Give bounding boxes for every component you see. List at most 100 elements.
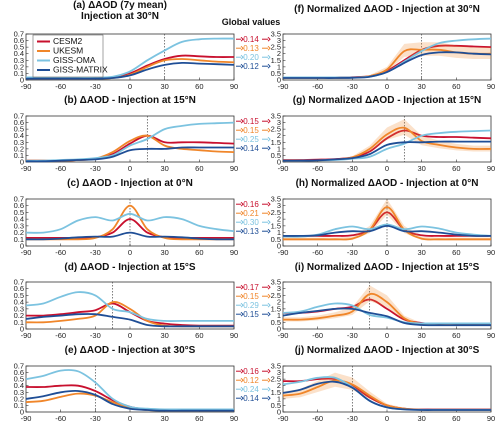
x-tick-label: -30 (347, 82, 358, 91)
global-value-cesm2: 0.16 (243, 367, 259, 376)
x-tick-label: 30 (417, 331, 425, 340)
legend-label: CESM2 (53, 36, 83, 46)
arrow-in-head (240, 118, 244, 124)
y-tick-label: 1.5 (271, 304, 281, 313)
x-tick-label: 90 (487, 82, 495, 91)
global-value-ukesm: 0.15 (243, 292, 259, 301)
y-tick-label: 0 (277, 408, 281, 417)
x-tick-label: 30 (160, 331, 168, 340)
y-tick-label: 0.1 (14, 151, 24, 160)
y-tick-label: 0.5 (14, 125, 24, 134)
panel-title: (a) ΔAOD (7y mean) (73, 0, 167, 11)
x-tick-label: 90 (230, 414, 238, 423)
x-tick-label: -30 (347, 414, 358, 423)
y-tick-label: 0.3 (14, 221, 24, 230)
y-tick-label: 2.5 (271, 43, 281, 52)
panel-a: (a) ΔAOD (7y mean)Injection at 30°N00.10… (14, 0, 271, 91)
y-tick-label: 3 (277, 284, 281, 293)
series-line-cesm2 (25, 302, 234, 327)
x-tick-label: -90 (21, 82, 32, 91)
arrow-in-head (240, 219, 244, 225)
global-values-heading: Global values (222, 17, 281, 27)
series-line-giss-matrix (282, 380, 491, 411)
y-tick-label: 0 (277, 76, 281, 85)
x-tick-label: 0 (128, 248, 132, 257)
y-tick-label: 2 (277, 49, 281, 58)
series-line-giss-matrix (25, 389, 234, 412)
arrow-in-head (240, 36, 244, 42)
y-tick-label: 0.7 (14, 112, 24, 121)
x-tick-label: 60 (195, 82, 203, 91)
y-tick-label: 2.5 (271, 291, 281, 300)
x-tick-label: 0 (385, 82, 389, 91)
arrow-in-head (240, 293, 244, 299)
series-line-giss-oma (25, 369, 234, 411)
global-value-giss-oma: 0.24 (243, 385, 259, 394)
x-tick-label: -60 (55, 248, 66, 257)
y-tick-label: 0 (20, 76, 24, 85)
series-line-giss-matrix (25, 146, 234, 163)
y-tick-label: 0.6 (14, 36, 24, 45)
y-tick-label: 1.5 (271, 388, 281, 397)
y-tick-label: 0.6 (14, 368, 24, 377)
x-tick-label: 60 (195, 331, 203, 340)
panel-title: (i) Normalized ΔAOD - Injection at 15°S (295, 262, 480, 273)
y-tick-label: 0.3 (14, 56, 24, 65)
y-tick-label: 0.4 (14, 215, 24, 224)
arrow-out-head (267, 201, 271, 207)
global-value-giss-matrix: 0.15 (243, 310, 259, 319)
arrow-out-head (267, 54, 271, 60)
arrow-out-head (267, 386, 271, 392)
arrow-in-head (240, 136, 244, 142)
x-tick-label: 30 (417, 82, 425, 91)
y-tick-label: 0 (20, 325, 24, 334)
y-tick-label: 0.1 (14, 401, 24, 410)
panel-title: (f) Normalized ΔAOD - Injection at 30°N (294, 4, 480, 15)
x-tick-label: 0 (128, 82, 132, 91)
arrow-in-head (240, 386, 244, 392)
y-tick-label: 0.5 (271, 69, 281, 78)
series-line-giss-matrix (282, 307, 491, 327)
x-tick-label: 30 (417, 248, 425, 257)
x-tick-label: 60 (452, 248, 460, 257)
y-tick-label: 0.6 (14, 118, 24, 127)
x-tick-label: -60 (312, 331, 323, 340)
x-tick-label: -60 (55, 82, 66, 91)
y-tick-label: 0.4 (14, 381, 24, 390)
arrow-in-head (240, 395, 244, 401)
panel-title: Injection at 30°N (81, 11, 159, 22)
x-tick-label: 0 (385, 164, 389, 173)
y-tick-label: 0.2 (14, 311, 24, 320)
global-value-ukesm: 0.12 (243, 376, 259, 385)
y-tick-label: 0.1 (14, 318, 24, 327)
x-tick-label: -60 (55, 331, 66, 340)
panel-title: (h) Normalized ΔAOD - Injection at 0°N (296, 178, 479, 189)
x-tick-label: -30 (90, 82, 101, 91)
arrow-out-head (267, 45, 271, 51)
y-tick-label: 0.4 (14, 131, 24, 140)
x-tick-label: -90 (21, 331, 32, 340)
x-tick-label: -90 (278, 82, 289, 91)
arrow-in-head (240, 210, 244, 216)
x-tick-label: 60 (452, 82, 460, 91)
x-tick-label: -60 (312, 248, 323, 257)
panel-i: (i) Normalized ΔAOD - Injection at 15°S 0… (271, 262, 496, 340)
legend-label: GISS-OMA (53, 55, 96, 65)
global-value-giss-matrix: 0.13 (243, 227, 259, 236)
x-tick-label: 90 (230, 331, 238, 340)
y-tick-label: 0.4 (14, 298, 24, 307)
panel-d: (d) ΔAOD - Injection at 15°S00.10.20.30.… (14, 262, 271, 340)
global-value-ukesm: 0.21 (243, 209, 259, 218)
arrow-out-head (267, 127, 271, 133)
global-value-ukesm: 0.13 (243, 44, 259, 53)
arrow-out-head (267, 36, 271, 42)
global-value-giss-matrix: 0.14 (243, 144, 259, 153)
global-value-cesm2: 0.14 (243, 35, 259, 44)
y-tick-label: 1 (277, 311, 281, 320)
x-tick-label: -90 (21, 414, 32, 423)
y-tick-label: 1.5 (271, 221, 281, 230)
uncertainty-band (283, 285, 491, 326)
arrow-in-head (240, 368, 244, 374)
panel-title: (g) Normalized ΔAOD - Injection at 15°N (293, 95, 481, 106)
arrow-out-head (267, 284, 271, 290)
